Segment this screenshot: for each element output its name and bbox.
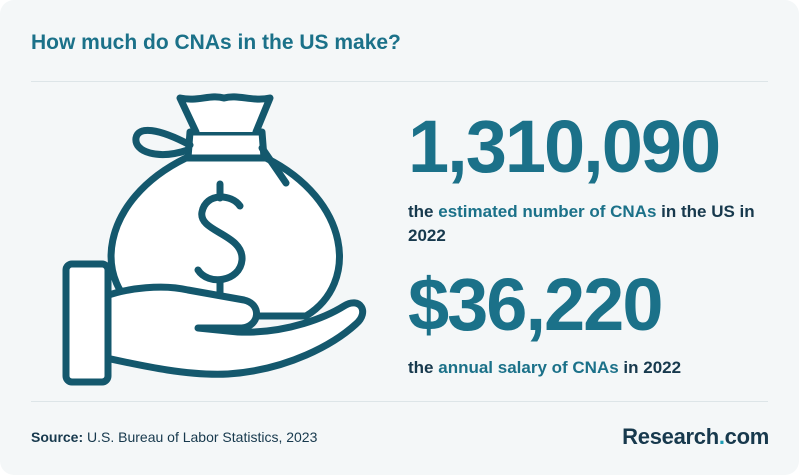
source-label: Source: — [31, 429, 84, 445]
stat-annual-salary: $36,220 the annual salary of CNAs in 202… — [408, 268, 788, 380]
stat-desc-highlight: annual salary of CNAs — [438, 358, 619, 377]
brand-tld: com — [724, 424, 770, 449]
stat-desc-highlight: estimated number of CNAs — [438, 202, 657, 221]
bag-string — [132, 126, 194, 158]
page-title: How much do CNAs in the US make? — [31, 31, 401, 54]
bag-top — [176, 93, 274, 136]
stat-desc-post: in the US in 2022 — [408, 202, 755, 245]
money-bag-in-hand-icon — [62, 93, 367, 386]
stat-number: $36,220 — [408, 263, 664, 346]
brand-name: Research — [622, 424, 719, 449]
source-text: U.S. Bureau of Labor Statistics, 2023 — [83, 429, 318, 445]
top-divider — [31, 81, 768, 82]
stat-description: the estimated number of CNAs in the US i… — [408, 200, 768, 248]
stat-desc-pre: the — [408, 202, 439, 221]
bottom-divider — [31, 401, 768, 402]
dollar-sign-icon — [194, 180, 246, 298]
bag-neck — [184, 128, 268, 162]
stat-desc-pre: the — [408, 358, 439, 377]
bag-string-tail — [258, 144, 290, 187]
stat-number: 1,310,090 — [408, 105, 721, 188]
stat-cna-count: 1,310,090 the estimated number of CNAs i… — [408, 110, 788, 248]
hand-icon — [62, 260, 367, 386]
brand-dot: . — [718, 424, 725, 449]
brand-logo[interactable]: Research.com — [622, 424, 769, 450]
stat-description: the annual salary of CNAs in 2022 — [408, 356, 788, 380]
source-note: Source: U.S. Bureau of Labor Statistics,… — [31, 429, 317, 445]
stat-desc-post: in 2022 — [618, 358, 682, 377]
